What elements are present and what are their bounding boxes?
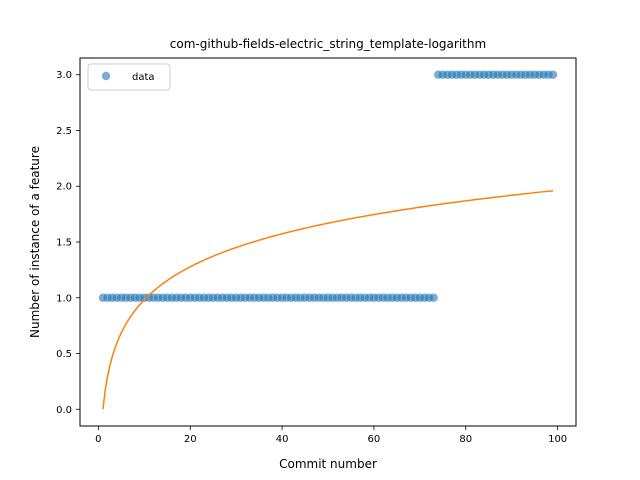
fit-line	[102, 189, 554, 410]
data-point	[429, 293, 438, 302]
legend-label-data: data	[132, 72, 155, 83]
y-tick-label: 0.0	[56, 405, 72, 416]
plot-area	[98, 70, 558, 410]
x-tick-label: 0	[95, 434, 101, 445]
y-tick-label: 2.5	[56, 126, 72, 137]
legend: data	[87, 63, 171, 91]
y-tick-label: 0.5	[56, 349, 72, 360]
y-tick-label: 3.0	[56, 70, 72, 81]
y-tick-label: 2.0	[56, 182, 72, 193]
y-axis: 0.0 0.5 1.0 1.5 2.0 2.5 3.0	[56, 70, 80, 416]
y-tick-label: 1.0	[56, 293, 72, 304]
x-tick-label: 40	[276, 434, 289, 445]
x-axis-label: Commit number	[279, 457, 377, 471]
legend-marker-data	[101, 71, 111, 81]
x-axis: 0 20 40 60 80 100	[95, 426, 567, 445]
data-point	[548, 70, 558, 79]
x-tick-label: 80	[459, 434, 472, 445]
x-tick-label: 60	[368, 434, 381, 445]
x-tick-label: 20	[184, 434, 197, 445]
series-data-points	[98, 70, 558, 302]
chart-title: com-github-fields-electric_string_templa…	[170, 37, 486, 51]
y-axis-label: Number of instance of a feature	[28, 146, 42, 338]
legend-box	[87, 63, 171, 91]
x-tick-label: 100	[548, 434, 567, 445]
y-tick-label: 1.5	[56, 238, 72, 249]
